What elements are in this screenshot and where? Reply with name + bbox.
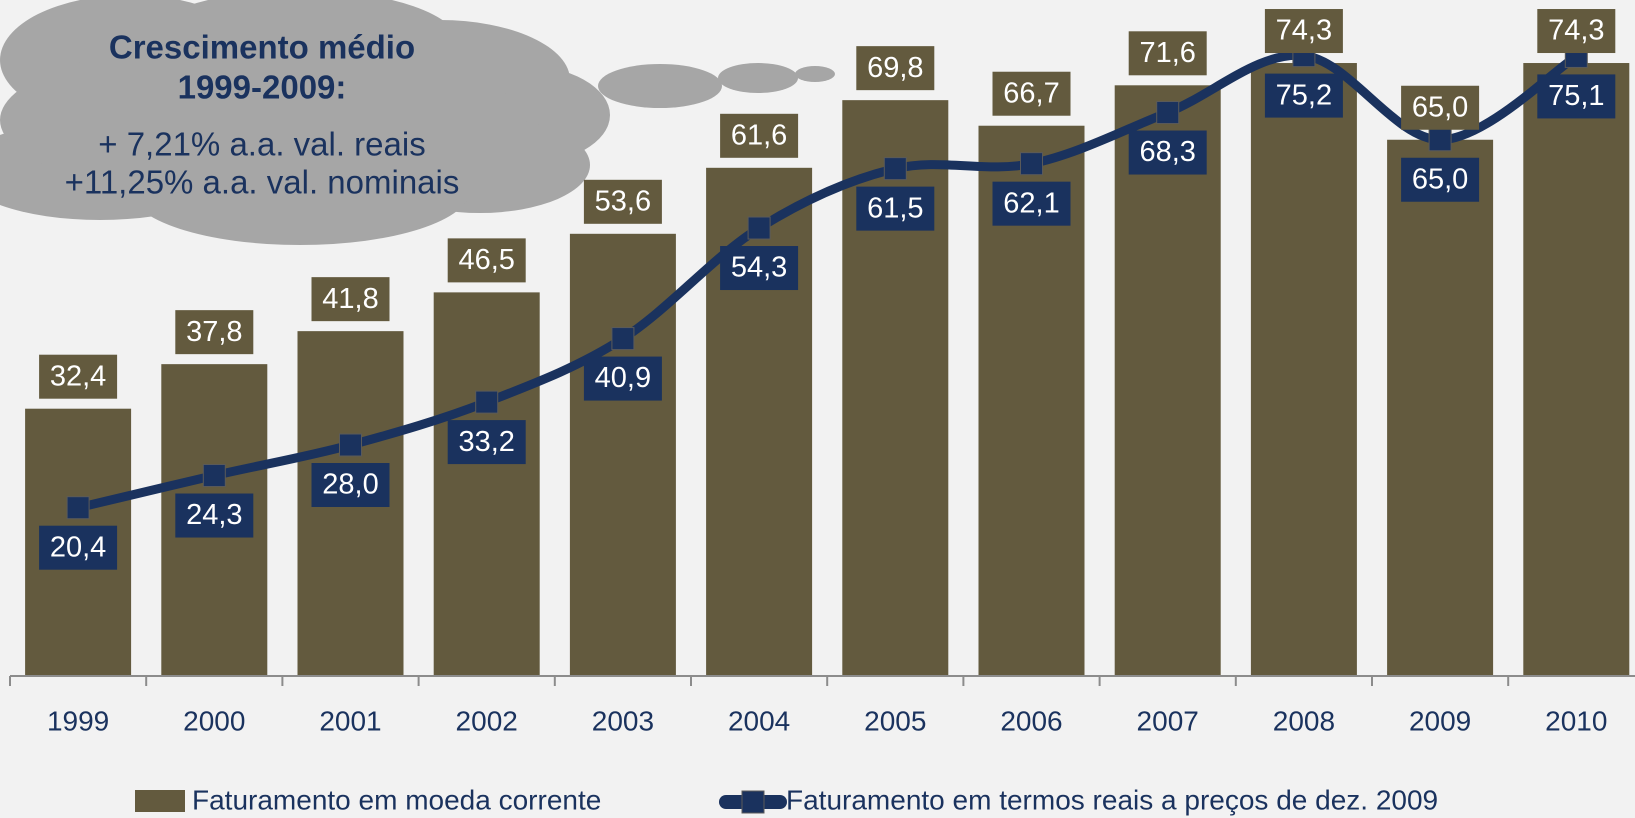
- legend-label: Faturamento em termos reais a preços de …: [786, 784, 1438, 815]
- value-label-box: [39, 525, 118, 570]
- bar: [569, 233, 676, 677]
- legend-marker: [741, 790, 765, 814]
- value-label: 65,0: [1412, 163, 1468, 195]
- value-label-box: [856, 46, 935, 91]
- value-label-box: [1537, 9, 1616, 54]
- value-label: 65,0: [1412, 91, 1468, 123]
- line-marker: [611, 327, 635, 351]
- value-label-box: [720, 246, 799, 291]
- value-label-box: [856, 186, 935, 231]
- bar: [842, 100, 949, 676]
- line-marker: [1428, 128, 1452, 152]
- value-label-box: [583, 179, 662, 224]
- annotation-line: +11,25% a.a. val. nominais: [65, 164, 460, 201]
- x-tick-label: 2002: [456, 705, 518, 736]
- value-label: 28,0: [322, 469, 378, 501]
- legend-swatch: [135, 790, 185, 812]
- legend: Faturamento em moeda corrente Faturamento…: [135, 784, 1438, 815]
- value-label-box: [1401, 85, 1480, 130]
- x-tick-label: 2008: [1273, 705, 1335, 736]
- value-label-box: [39, 354, 118, 399]
- value-label: 33,2: [458, 426, 514, 458]
- value-label: 68,3: [1139, 136, 1195, 168]
- x-tick-label: 2010: [1545, 705, 1607, 736]
- value-label-box: [1264, 9, 1343, 54]
- x-tick-label: 2009: [1409, 705, 1471, 736]
- value-label: 71,6: [1139, 37, 1195, 69]
- value-label: 24,3: [186, 499, 242, 531]
- value-label: 61,6: [731, 119, 787, 151]
- bar: [1250, 63, 1357, 676]
- x-tick-label: 2003: [592, 705, 654, 736]
- value-label: 37,8: [186, 316, 242, 348]
- value-label: 74,3: [1276, 15, 1332, 47]
- bar: [1387, 139, 1494, 676]
- value-label: 75,2: [1276, 79, 1332, 111]
- x-tick-label: 2001: [319, 705, 381, 736]
- bar: [433, 292, 540, 676]
- bar: [1523, 63, 1630, 676]
- value-label-box: [447, 238, 526, 283]
- value-label: 20,4: [50, 531, 106, 563]
- value-label: 32,4: [50, 360, 106, 392]
- x-tick-label: 2006: [1000, 705, 1062, 736]
- x-tick-label: 2000: [183, 705, 245, 736]
- value-label-box: [1128, 130, 1207, 175]
- x-tick-label: 1999: [47, 705, 109, 736]
- value-label: 54,3: [731, 252, 787, 284]
- line-marker: [66, 496, 90, 520]
- value-label-box: [1537, 74, 1616, 119]
- line-marker: [475, 390, 499, 414]
- value-label: 41,8: [322, 283, 378, 315]
- line-marker: [202, 464, 226, 488]
- value-label-box: [992, 181, 1071, 226]
- value-label-box: [1264, 73, 1343, 118]
- value-label-box: [447, 420, 526, 465]
- value-label: 53,6: [595, 185, 651, 217]
- value-label-box: [175, 493, 254, 538]
- value-label-box: [175, 310, 254, 355]
- value-label: 62,1: [1003, 187, 1059, 219]
- annotation-line: 1999-2009:: [178, 69, 347, 106]
- bar: [706, 167, 813, 677]
- x-tick-label: 2007: [1137, 705, 1199, 736]
- annotation-line: + 7,21% a.a. val. reais: [98, 126, 425, 163]
- value-label: 40,9: [595, 362, 651, 394]
- value-label: 61,5: [867, 192, 923, 224]
- annotation-line: Crescimento médio: [109, 29, 415, 66]
- line-marker: [339, 433, 362, 457]
- value-label: 74,3: [1548, 15, 1604, 47]
- value-label-box: [311, 463, 390, 507]
- value-label-box: [1128, 31, 1207, 76]
- line-marker: [747, 216, 771, 240]
- legend-label: Faturamento em moeda corrente: [192, 784, 601, 815]
- cloud: [0, 0, 835, 245]
- value-label-box: [311, 277, 390, 322]
- x-tick-label: 2004: [728, 705, 790, 736]
- value-label: 69,8: [867, 52, 923, 84]
- value-label-box: [992, 71, 1071, 116]
- value-label-box: [583, 356, 662, 401]
- value-label-box: [720, 113, 799, 158]
- value-label: 46,5: [458, 244, 514, 276]
- bar: [1114, 85, 1221, 677]
- value-label: 66,7: [1003, 77, 1059, 109]
- value-label-box: [1401, 157, 1480, 202]
- line-marker: [1156, 101, 1180, 125]
- x-tick-label: 2005: [864, 705, 926, 736]
- value-label: 75,1: [1548, 80, 1604, 112]
- line-marker: [1020, 152, 1043, 176]
- line-marker: [883, 157, 907, 181]
